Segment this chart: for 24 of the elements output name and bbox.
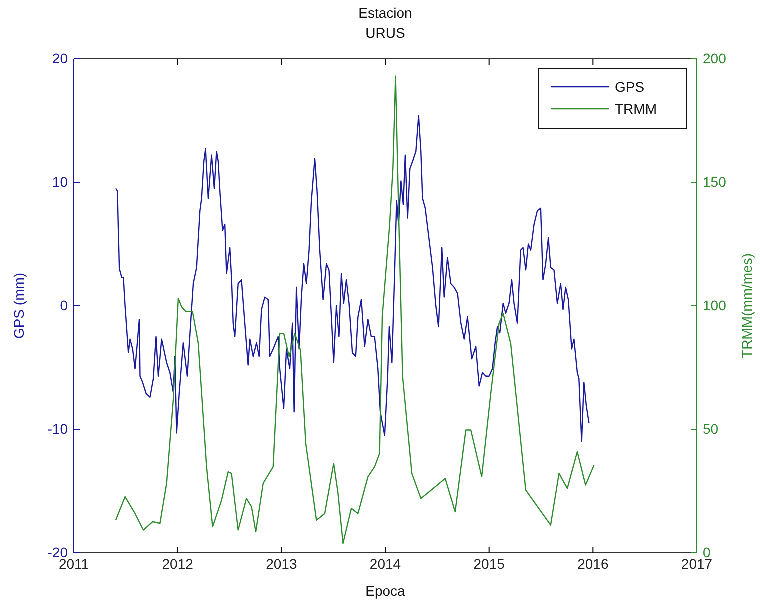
y-tick-label: -10 <box>48 420 68 437</box>
chart-title: Estacion <box>358 5 412 21</box>
x-tick-label: 2012 <box>162 556 194 572</box>
y2-axis-title: TRMM(mm/mes) <box>739 254 755 358</box>
y2-tick-label: 50 <box>703 420 719 437</box>
y2-tick-label: 0 <box>703 544 711 560</box>
y-axis-title: GPS (mm) <box>11 272 27 340</box>
line-series <box>115 76 595 544</box>
line-series <box>115 115 590 442</box>
x-axis-title: Epoca <box>366 583 406 599</box>
x-tick-label: 2015 <box>474 556 506 572</box>
legend-label: TRMM <box>615 101 657 117</box>
y-tick-label: 10 <box>52 174 68 190</box>
x-tick-label: 2016 <box>578 556 609 572</box>
legend-label: GPS <box>615 79 645 95</box>
y2-tick-label: 150 <box>703 174 727 190</box>
y2-tick-label: 100 <box>703 297 727 314</box>
chart-subtitle: URUS <box>366 25 406 41</box>
x-tick-label: 2013 <box>266 556 298 572</box>
y-tick-label: -20 <box>48 544 68 560</box>
y-tick-label: 20 <box>52 50 68 66</box>
y2-tick-label: 200 <box>703 50 727 66</box>
x-tick-label: 2014 <box>370 556 402 572</box>
y-tick-label: 0 <box>60 297 68 314</box>
